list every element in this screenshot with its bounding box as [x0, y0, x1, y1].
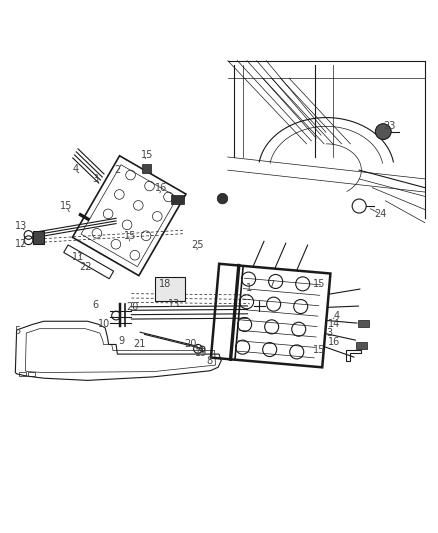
Text: 16: 16 [155, 183, 167, 192]
Text: 15: 15 [124, 231, 137, 241]
Bar [171, 195, 184, 204]
Text: 14: 14 [328, 319, 340, 329]
Text: 3: 3 [326, 328, 332, 338]
Text: 24: 24 [374, 209, 386, 219]
Text: 13: 13 [168, 298, 180, 309]
Bar [19, 372, 26, 376]
Bar [33, 231, 44, 244]
Polygon shape [155, 277, 185, 301]
Bar [356, 342, 367, 349]
Text: 23: 23 [383, 122, 395, 131]
Text: 6: 6 [92, 300, 99, 310]
Text: 4: 4 [72, 164, 78, 174]
Text: 2: 2 [114, 165, 120, 175]
Text: 15: 15 [60, 201, 73, 211]
Text: 22: 22 [79, 262, 92, 271]
Text: 4: 4 [333, 311, 339, 320]
Text: 11: 11 [72, 252, 84, 262]
Text: 12: 12 [15, 239, 27, 249]
Bar [142, 164, 151, 173]
Text: 16: 16 [328, 337, 340, 347]
Text: 8: 8 [206, 356, 212, 366]
Text: 25: 25 [192, 240, 204, 251]
Circle shape [375, 124, 391, 140]
Text: 15: 15 [313, 345, 325, 355]
Bar [358, 320, 369, 327]
Text: 9: 9 [119, 336, 125, 346]
Text: 19: 19 [194, 348, 207, 358]
Text: 15: 15 [141, 150, 153, 160]
Text: 7: 7 [268, 280, 275, 290]
Text: 21: 21 [133, 340, 145, 350]
Text: 15: 15 [313, 279, 325, 289]
Text: 5: 5 [14, 326, 21, 336]
Text: 18: 18 [159, 279, 172, 289]
Text: 20: 20 [126, 302, 138, 312]
Text: 20: 20 [184, 340, 197, 350]
Text: 1: 1 [246, 284, 252, 293]
Circle shape [217, 193, 228, 204]
Text: 13: 13 [15, 221, 27, 231]
Text: 10: 10 [98, 319, 110, 329]
Bar [28, 372, 35, 376]
Text: 3: 3 [92, 174, 99, 184]
